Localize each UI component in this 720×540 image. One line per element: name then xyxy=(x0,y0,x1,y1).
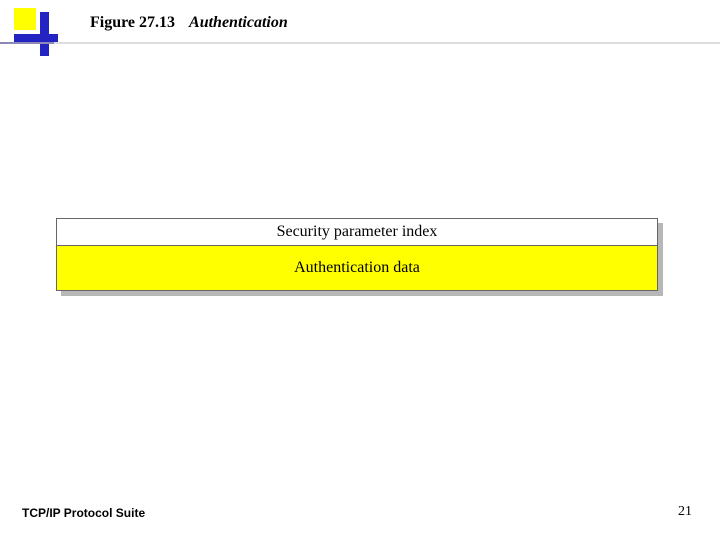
logo-bar-vertical xyxy=(40,12,49,56)
table-row: Authentication data xyxy=(56,246,658,291)
figure-title: Figure 27.13 Authentication xyxy=(90,14,288,32)
figure-label: Figure 27.13 xyxy=(90,14,175,31)
diagram-box: Security parameter index Authentication … xyxy=(56,218,658,291)
header-rule xyxy=(0,42,720,44)
corner-logo xyxy=(14,8,58,52)
authentication-diagram: Security parameter index Authentication … xyxy=(56,218,658,296)
footer-text: TCP/IP Protocol Suite xyxy=(22,506,145,520)
page-number: 21 xyxy=(678,504,692,520)
shadow-bottom xyxy=(61,291,658,296)
table-row: Security parameter index xyxy=(56,218,658,246)
figure-caption: Authentication xyxy=(189,14,288,31)
logo-square-yellow xyxy=(14,8,36,30)
shadow-right xyxy=(658,223,663,296)
slide-header: Figure 27.13 Authentication xyxy=(0,0,720,60)
